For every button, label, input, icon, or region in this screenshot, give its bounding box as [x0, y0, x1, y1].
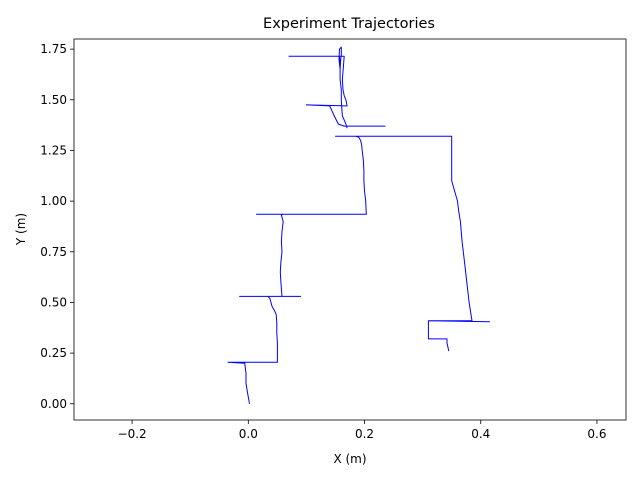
y-axis-label: Y (m): [14, 213, 28, 246]
x-tick-label: 0.4: [471, 427, 490, 441]
chart-title: Experiment Trajectories: [263, 16, 435, 32]
y-tick-label: 1.25: [40, 143, 67, 157]
x-axis-ticks: −0.2 0.0 0.2 0.4 0.6: [118, 420, 606, 441]
y-tick-label: 0.00: [40, 397, 67, 411]
y-axis-ticks: 0.00 0.25 0.50 0.75 1.00 1.25 1.50 1.75: [40, 42, 74, 411]
y-tick-label: 0.25: [40, 346, 67, 360]
x-axis-label: X (m): [333, 452, 366, 466]
plot-frame: [73, 38, 627, 421]
x-tick-label: 0.2: [355, 427, 374, 441]
x-tick-label: 0.6: [587, 427, 606, 441]
trajectory-line-2: [288, 46, 386, 129]
trajectory-line-1: [227, 135, 490, 404]
y-tick-label: 1.50: [40, 93, 67, 107]
x-tick-label: −0.2: [118, 427, 147, 441]
y-tick-label: 0.75: [40, 245, 67, 259]
y-tick-label: 1.75: [40, 42, 67, 56]
x-tick-label: 0.0: [239, 427, 258, 441]
y-tick-label: 0.50: [40, 295, 67, 309]
plot-lines: [227, 46, 490, 404]
y-tick-label: 1.00: [40, 194, 67, 208]
